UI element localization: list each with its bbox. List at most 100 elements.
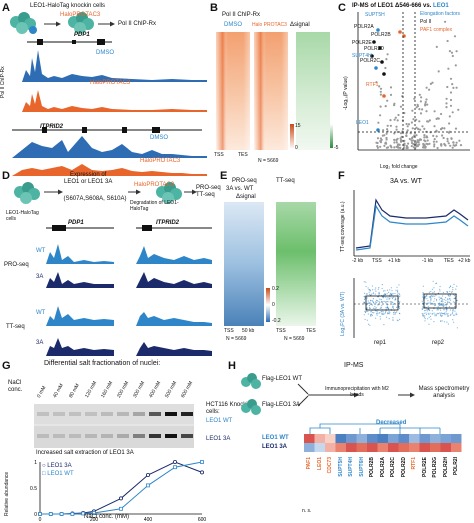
log2fc-point xyxy=(374,301,377,303)
volcano-point xyxy=(411,109,414,112)
volcano-point xyxy=(399,140,403,143)
log2fc-point xyxy=(444,304,447,306)
volcano-point xyxy=(405,134,408,137)
log2fc-point xyxy=(436,313,438,315)
g-y-tick: 1 xyxy=(34,460,37,466)
panel-e-h1: PRO-seq xyxy=(232,178,257,184)
volcano-point xyxy=(385,138,388,141)
volcano-point xyxy=(379,87,383,90)
log2fc-point xyxy=(389,297,391,300)
log2fc-point xyxy=(397,289,399,291)
log2fc-point xyxy=(421,308,423,310)
panel-c-letter: C xyxy=(338,2,346,14)
log2fc-point xyxy=(387,297,389,299)
heatmap-cell-3a xyxy=(409,443,420,452)
log2fc-point xyxy=(379,302,381,304)
log2fc-point xyxy=(371,314,373,316)
log2fc-point xyxy=(382,311,384,313)
volcano-point xyxy=(389,86,393,89)
log2fc-point xyxy=(426,295,428,297)
blot-band-3a xyxy=(37,434,49,438)
log2fc-point xyxy=(364,311,367,313)
volcano-point xyxy=(450,137,453,140)
volcano-point xyxy=(393,132,396,135)
panel-e-scale: 50 kb xyxy=(242,328,255,334)
log2fc-point xyxy=(440,320,442,322)
log2fc-point xyxy=(390,301,392,303)
log2fc-point xyxy=(375,307,377,309)
log2fc-point xyxy=(422,294,424,296)
log2fc-point xyxy=(396,306,398,308)
volcano-point xyxy=(375,81,378,84)
log2fc-point xyxy=(441,300,443,302)
heatmap-protac xyxy=(254,32,288,150)
log2fc-point xyxy=(363,281,365,283)
log2fc-point xyxy=(450,313,452,315)
blot-band-wt xyxy=(117,412,129,416)
log2fc-point xyxy=(366,307,368,309)
panel-h-col-labels: PAF1 LEO1 CDC73 SUPT5H SUPT4H SUPT6H POLR2B POL… xyxy=(300,455,470,505)
log2fc-point xyxy=(428,302,430,304)
volcano-label-polr2e: POLR2E xyxy=(352,40,372,46)
g-point-wt xyxy=(48,512,53,516)
g-series-line xyxy=(40,461,203,515)
log2fc-point xyxy=(367,300,369,302)
log2fc-point xyxy=(395,289,397,291)
log2fc-point xyxy=(396,286,398,288)
log2fc-point xyxy=(434,313,436,315)
log2fc-point xyxy=(452,311,454,313)
volcano-label-polr2b: POLR2B xyxy=(371,32,391,38)
log2fc-point xyxy=(381,310,383,312)
volcano-point xyxy=(444,20,447,23)
log2fc-point xyxy=(435,298,438,301)
heatmap-cell-wt xyxy=(430,434,441,443)
log2fc-point xyxy=(375,303,377,305)
volcano-point xyxy=(399,132,403,135)
track-dmso-gene1 xyxy=(22,50,207,82)
volcano-point xyxy=(435,117,438,120)
log2fc-point xyxy=(447,298,449,300)
log2fc-point xyxy=(374,308,376,310)
log2fc-point xyxy=(424,310,426,312)
blot-band-3a xyxy=(165,434,177,438)
volcano-point xyxy=(452,86,455,89)
step1-line1: Expression of xyxy=(70,172,107,178)
heatmap-cell-wt xyxy=(356,434,367,443)
volcano-point xyxy=(435,140,438,143)
panel-e-sub-text: 3A vs. WT xyxy=(226,186,254,192)
log2fc-point xyxy=(426,303,428,305)
volcano-point xyxy=(410,139,413,142)
log2fc-point xyxy=(442,295,444,297)
log2fc-point xyxy=(374,293,376,295)
box-rep1 xyxy=(365,295,399,311)
panel-e-n: N = 5669 xyxy=(226,336,247,342)
legend-3a: ○ LEO1 3A xyxy=(42,463,72,469)
log2fc-point xyxy=(442,301,444,303)
volcano-point xyxy=(419,138,423,141)
log2fc-point xyxy=(388,311,390,313)
log2fc-point xyxy=(436,300,438,302)
panel-f-xt2: +1 kb xyxy=(388,258,401,264)
volcano-point xyxy=(386,146,390,149)
g-x-tick: 400 xyxy=(144,517,153,522)
volcano-highlight-point xyxy=(372,40,376,44)
log2fc-point xyxy=(374,306,376,308)
log2fc-point xyxy=(438,304,440,307)
panel-h-row2: LEO1 3A xyxy=(262,444,288,450)
log2fc-point xyxy=(443,305,445,307)
scale-bar-orange xyxy=(290,124,294,148)
volcano-point xyxy=(449,144,452,147)
panel-g-line-chart: 0 200 400 600 0 0.5 1 xyxy=(30,460,206,522)
log2fc-point xyxy=(439,312,441,314)
log2fc-point xyxy=(439,302,441,304)
log2fc-point xyxy=(364,292,366,294)
volcano-point xyxy=(426,103,429,106)
track-group-label-a: Pol II ChIP-Rx xyxy=(0,66,6,98)
log2fc-point xyxy=(376,311,378,313)
panel-f-xt1: TSS xyxy=(372,258,382,264)
log2fc-point xyxy=(439,304,441,306)
box-rep2 xyxy=(423,293,457,309)
volcano-point xyxy=(396,130,399,134)
volcano-point xyxy=(405,122,408,126)
blot-band-3a xyxy=(133,434,145,438)
